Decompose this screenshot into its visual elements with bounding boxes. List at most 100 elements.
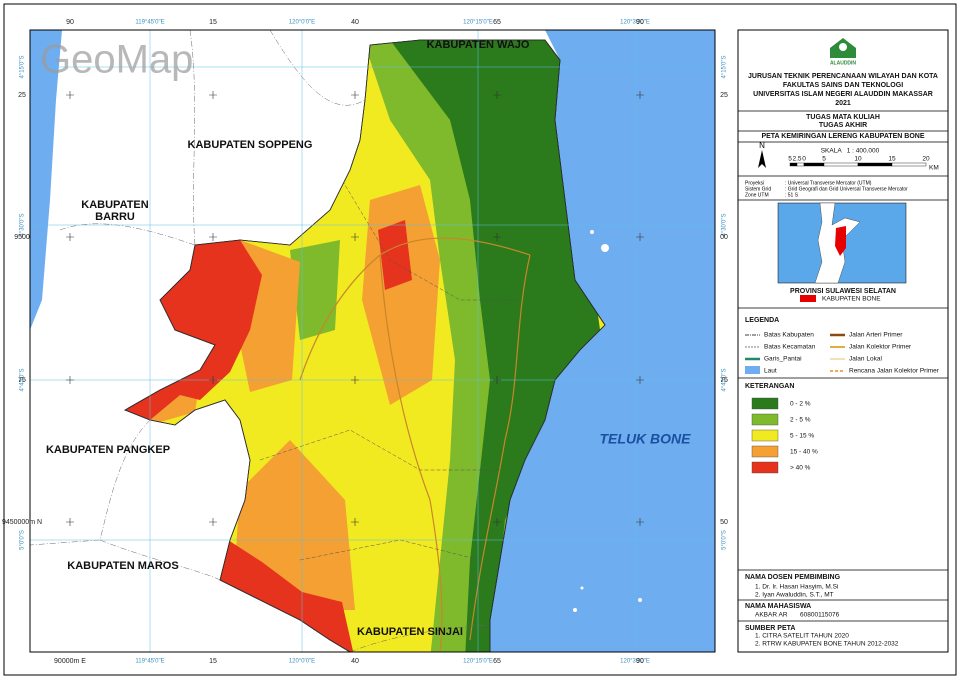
geo-label: 120°30'0"E	[620, 20, 650, 26]
class-swatch	[751, 413, 779, 426]
legend-title: LEGENDA	[745, 317, 779, 324]
projection-value: : 51 S	[785, 192, 799, 198]
scale-tick: 5	[822, 156, 826, 163]
inset-swatch	[800, 295, 816, 302]
slope-class	[290, 240, 340, 340]
geo-label: 120°0'0"E	[289, 659, 315, 665]
legend-item: Jalan Kolektor Primer	[849, 344, 912, 351]
utm-cross	[351, 91, 359, 99]
legend-item: Jalan Lokal	[849, 356, 882, 363]
institution: FAKULTAS SAINS DAN TEKNOLOGI	[783, 82, 903, 89]
sources-title: SUMBER PETA	[745, 625, 795, 632]
projection-key: Zone UTM	[745, 192, 769, 198]
scale-segment	[796, 162, 805, 167]
class-label: 0 - 2 %	[790, 401, 811, 408]
classes: 0 - 2 % 2 - 5 % 5 - 15 % 15 - 40 % > 40 %	[751, 397, 818, 474]
scale-segment	[891, 162, 927, 167]
panel-border	[737, 29, 949, 653]
geo-label: 120°30'0"E	[620, 659, 650, 665]
utm-cross	[209, 233, 217, 241]
utm-label: 90	[66, 19, 74, 26]
utm-cross	[493, 233, 501, 241]
geo-label: 119°45'0"E	[135, 20, 164, 26]
utm-label: 90	[636, 658, 644, 665]
supervisor: 2. Iyan Awaluddin, S.T., MT	[755, 592, 834, 599]
utm-label: 50	[720, 519, 728, 526]
source: 1. CITRA SATELIT TAHUN 2020	[755, 633, 849, 640]
north-label: N	[759, 141, 765, 150]
scale-segment	[803, 162, 825, 167]
inset-title: PROVINSI SULAWESI SELATAN	[790, 288, 896, 295]
institution: JURUSAN TEKNIK PERENCANAAN WILAYAH DAN K…	[748, 73, 938, 80]
utm-label: 90000m E	[54, 658, 86, 665]
institution: UNIVERSITAS ISLAM NEGERI ALAUDDIN MAKASS…	[753, 91, 933, 98]
geo-label: 120°15'0"E	[463, 659, 493, 665]
islands	[573, 230, 642, 612]
scale-segment	[823, 162, 859, 167]
region-label: KABUPATEN MAROS	[67, 560, 178, 572]
region-label: KABUPATEN WAJO	[427, 39, 530, 51]
classes-title: KETERANGAN	[745, 383, 794, 390]
utm-label: 40	[351, 19, 359, 26]
supervisor: 1. Dr. Ir. Hasan Hasyim, M.Si	[755, 584, 838, 591]
utm-cross	[493, 518, 501, 526]
class-label: 2 - 5 %	[790, 417, 811, 424]
projection-key: Sistem Grid	[745, 186, 771, 192]
legend-item: Garis_Pantai	[764, 356, 802, 363]
utm-cross	[351, 233, 359, 241]
utm-label: 15	[209, 19, 217, 26]
student-name: AKBAR AR	[755, 612, 788, 619]
source: 2. RTRW KABUPATEN BONE TAHUN 2012-2032	[755, 641, 899, 648]
scale-tick: 15	[888, 156, 896, 163]
geo-label: 4°45'0"S	[722, 368, 728, 391]
map-frame	[29, 29, 716, 653]
geo-label: 120°15'0"E	[463, 20, 493, 26]
geo-label: 4°15'0"S	[722, 55, 728, 78]
utm-cross	[66, 233, 74, 241]
geo-label: 4°45'0"S	[20, 368, 26, 391]
legend-item: Jalan Arteri Primer	[849, 332, 903, 339]
geo-label: 4°30'0"S	[20, 213, 26, 236]
class-swatch	[751, 445, 779, 458]
north-arrow	[758, 150, 766, 168]
class-label: > 40 %	[790, 465, 811, 472]
scale-tick: 5	[788, 156, 792, 163]
legend-item: Batas Kecamatan	[764, 344, 816, 351]
sea-west	[30, 30, 62, 330]
scale-tick: 10	[854, 156, 862, 163]
utm-label: 25	[720, 92, 728, 99]
slope-class	[378, 220, 412, 290]
utm-label: 75	[18, 377, 26, 384]
utm-cross	[209, 376, 217, 384]
sea	[490, 30, 715, 652]
utm-cross	[351, 376, 359, 384]
utm-cross	[636, 518, 644, 526]
grid	[30, 30, 715, 652]
logo-text: ALAUDDIN	[830, 60, 856, 66]
slope-class	[390, 40, 600, 652]
utm-cross	[636, 91, 644, 99]
logo	[830, 38, 856, 58]
map-title: PETA KEMIRINGAN LERENG KABUPATEN BONE	[761, 133, 924, 140]
utm-label: 9500	[14, 234, 30, 241]
projection-value: : Grid Geografi dan Grid Universal Trans…	[785, 186, 908, 192]
scale-segment	[789, 162, 798, 167]
student-title: NAMA MAHASISWA	[745, 603, 811, 610]
geo-label: 4°30'0"S	[722, 213, 728, 236]
utm-cross	[66, 518, 74, 526]
map-body: GeoMap KABUPATEN WAJO KABUPATEN SOPPENG …	[30, 30, 715, 652]
class-swatch	[751, 429, 779, 442]
region-label: KABUPATEN SINJAI	[357, 626, 463, 638]
scale-tick: 0	[802, 156, 806, 163]
supervisors-title: NAMA DOSEN PEMBIMBING	[745, 574, 841, 581]
watermark: GeoMap	[40, 38, 193, 82]
scale-text: SKALA 1 : 400.000	[821, 148, 880, 155]
region-label: KABUPATEN SOPPENG	[188, 139, 313, 151]
geo-label: 4°15'0"S	[20, 55, 26, 78]
geo-label: 120°0'0"E	[289, 20, 315, 26]
utm-label: 75	[720, 377, 728, 384]
class-label: 15 - 40 %	[790, 449, 818, 456]
slope-class	[125, 240, 262, 420]
class-label: 5 - 15 %	[790, 433, 814, 440]
